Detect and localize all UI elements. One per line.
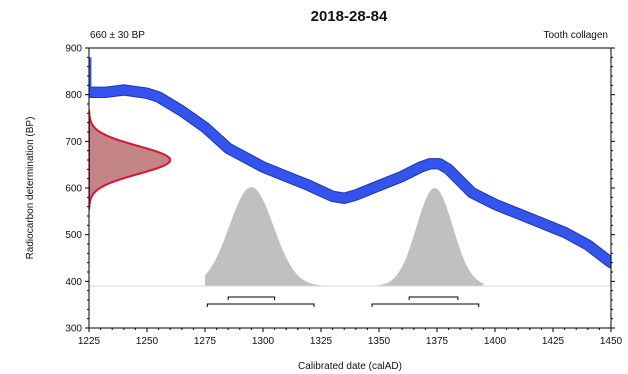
radiocarbon-measurement-distribution bbox=[89, 110, 172, 210]
x-tick-label: 1250 bbox=[136, 336, 159, 347]
y-tick-label: 800 bbox=[65, 90, 82, 101]
y-axis: 300 400 500 600 700 800 900 bbox=[65, 44, 615, 335]
y-tick-label: 600 bbox=[65, 184, 82, 195]
y-tick-label: 300 bbox=[65, 324, 82, 335]
x-axis-label: Calibrated date (calAD) bbox=[298, 361, 402, 372]
x-tick-label: 1425 bbox=[542, 336, 565, 347]
y-tick-label: 500 bbox=[65, 230, 82, 241]
x-tick-label: 1275 bbox=[194, 336, 217, 347]
material-annotation: Tooth collagen bbox=[544, 30, 609, 41]
x-tick-label: 1450 bbox=[600, 336, 623, 347]
sample-annotation: 660 ± 30 BP bbox=[90, 30, 145, 41]
calibrated-date-distribution bbox=[205, 187, 484, 286]
calibration-curve-edge bbox=[89, 84, 611, 269]
x-tick-label: 1300 bbox=[252, 336, 275, 347]
y-axis-label: Radiocarbon determination (BP) bbox=[25, 117, 36, 260]
y-tick-label: 900 bbox=[65, 44, 82, 55]
calibration-curve bbox=[89, 85, 611, 268]
range-68-bracket bbox=[227, 296, 276, 300]
chart-title: 2018-28-84 bbox=[311, 8, 388, 25]
x-tick-label: 1375 bbox=[426, 336, 449, 347]
x-tick-label: 1350 bbox=[368, 336, 391, 347]
range-68-bracket bbox=[408, 296, 459, 300]
y-tick-label: 700 bbox=[65, 137, 82, 148]
plot-area bbox=[89, 57, 611, 307]
x-tick-label: 1400 bbox=[484, 336, 507, 347]
y-tick-label: 400 bbox=[65, 277, 82, 288]
range-95-bracket bbox=[206, 303, 315, 307]
x-axis: 1225 1250 1275 1300 1325 1350 1375 1400 1425 1450 bbox=[78, 328, 623, 347]
range-95-bracket bbox=[371, 303, 480, 307]
x-tick-label: 1325 bbox=[310, 336, 333, 347]
x-tick-label: 1225 bbox=[78, 336, 101, 347]
